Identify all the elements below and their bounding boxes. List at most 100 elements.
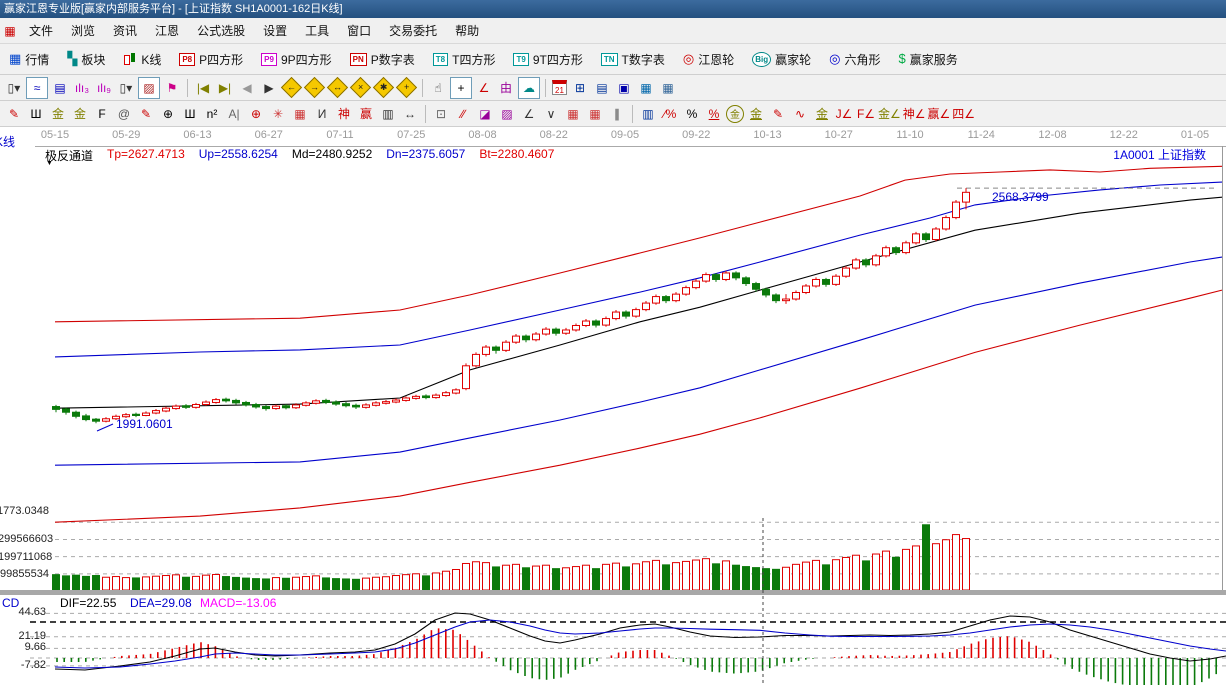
macd-pane-label[interactable]: CD xyxy=(2,596,20,610)
p-table-button[interactable]: PN P数字表 xyxy=(341,51,424,68)
si-angle-icon[interactable]: 四∠ xyxy=(952,107,976,121)
shen-angle-icon[interactable]: 神∠ xyxy=(902,107,926,121)
bars-9-icon[interactable]: ılı₉ xyxy=(96,80,112,95)
percent-icon[interactable]: % xyxy=(686,106,698,121)
candle-style-combo[interactable]: ▯▾ xyxy=(119,80,133,95)
network-icon[interactable]: ▦ xyxy=(640,80,652,95)
menu-item-7[interactable]: 工具 xyxy=(305,24,330,38)
angle-measure-icon[interactable]: ∠ xyxy=(478,80,490,95)
p9-square-button[interactable]: P9 9P四方形 xyxy=(252,51,340,68)
a-mirror-icon[interactable]: A| xyxy=(228,106,240,121)
calculator-icon[interactable]: ⊞ xyxy=(574,80,586,95)
ruler-icon[interactable]: ▥ xyxy=(382,106,394,121)
percent-level-icon[interactable]: % xyxy=(708,106,720,121)
pen3-icon[interactable]: ✎ xyxy=(772,106,784,121)
box-square-icon[interactable]: ⊡ xyxy=(435,106,447,121)
menu-item-6[interactable]: 设置 xyxy=(263,24,288,38)
menu-item-10[interactable]: 帮助 xyxy=(455,24,480,38)
workstation-icon[interactable]: ▦ xyxy=(662,80,674,95)
gann-shape-icon[interactable]: 由 xyxy=(499,81,512,95)
pen-rocket-icon[interactable]: ✎ xyxy=(140,106,152,121)
menu-item-8[interactable]: 窗口 xyxy=(347,24,372,38)
gann-wheel-button[interactable]: ◎ 江恩轮 xyxy=(674,51,743,68)
indicator-dropdown-icon[interactable]: ▼ xyxy=(46,160,53,167)
diamond-right-icon[interactable]: → xyxy=(303,76,326,99)
t-table-button[interactable]: TN T数字表 xyxy=(592,51,674,68)
kline-button[interactable]: K线 xyxy=(114,51,170,68)
gold-line-icon[interactable]: 金 xyxy=(749,107,762,121)
notes-icon[interactable]: ▤ xyxy=(596,80,608,95)
gold-comb-icon[interactable]: 金 xyxy=(51,107,64,121)
p-square-button[interactable]: P8 P四方形 xyxy=(170,51,252,68)
draw-pen-icon[interactable]: ✎ xyxy=(8,106,20,121)
save-icon[interactable]: ▣ xyxy=(618,80,630,95)
pane-label-kline[interactable]: K线 xyxy=(0,135,16,149)
prev-bar-icon[interactable]: ◀ xyxy=(242,80,252,95)
wave-icon[interactable]: ∿ xyxy=(794,106,806,121)
f-angle-icon[interactable]: F∠ xyxy=(856,106,876,121)
angle-fan-icon[interactable]: ∠ xyxy=(523,106,535,121)
bars-3-icon[interactable]: ılı₃ xyxy=(74,80,90,95)
n2-icon[interactable]: n² xyxy=(206,106,218,121)
diamond-plus-icon[interactable]: + xyxy=(395,76,418,99)
menu-item-9[interactable]: 交易委托 xyxy=(389,24,438,38)
v-wave-icon[interactable]: ∨ xyxy=(546,106,556,121)
menu-item-1[interactable]: 文件 xyxy=(29,24,54,38)
menu-item-4[interactable]: 江恩 xyxy=(155,24,180,38)
gold-angle-icon[interactable]: 金∠ xyxy=(878,107,901,121)
wave-cloud-icon[interactable]: ☁ xyxy=(518,76,540,99)
first-bar-icon[interactable]: |◀ xyxy=(196,80,210,95)
ying-box-icon[interactable]: 赢 xyxy=(359,107,372,121)
chart-canvas[interactable] xyxy=(0,127,1226,685)
zigzag-pattern-icon[interactable]: ≈ xyxy=(26,76,48,99)
hexagon-button[interactable]: ◎ 六角形 xyxy=(820,51,889,68)
gold-circle-icon[interactable]: 金 xyxy=(726,104,744,123)
target-icon[interactable]: ⊕ xyxy=(250,106,262,121)
gold-comb2-icon[interactable]: 金 xyxy=(73,107,86,121)
wheel-spokes-icon[interactable]: ✳ xyxy=(272,106,284,121)
comb2-icon[interactable]: Ш xyxy=(184,106,196,121)
last-bar-icon[interactable]: ▶| xyxy=(218,80,232,95)
fan-box-icon[interactable]: ◪ xyxy=(479,106,491,121)
menu-item-3[interactable]: 资讯 xyxy=(113,24,138,38)
percent-line-icon[interactable]: ∕% xyxy=(663,106,677,121)
diamond-star-icon[interactable]: ✱ xyxy=(372,76,395,99)
grid-arrow-icon[interactable]: ▦ xyxy=(589,106,601,121)
pattern-box-icon[interactable]: ▨ xyxy=(138,76,160,99)
grid-target-icon[interactable]: ▦ xyxy=(294,106,306,121)
volume-flag-icon[interactable]: ⚑ xyxy=(166,80,178,95)
winner-wheel-button[interactable]: Big 赢家轮 xyxy=(743,51,820,68)
quotes-button[interactable]: ▦ 行情 xyxy=(0,51,58,68)
gold-wave-icon[interactable]: 金 xyxy=(815,107,828,121)
menu-item-5[interactable]: 公式选股 xyxy=(197,24,246,38)
circle-comb-icon[interactable]: ⊕ xyxy=(162,106,174,121)
diamond-left-icon[interactable]: ← xyxy=(280,76,303,99)
crosshair-tool-icon[interactable]: + xyxy=(450,76,472,99)
k-marks-icon[interactable]: И xyxy=(317,106,327,121)
hand-tool-icon[interactable]: ☝ xyxy=(434,80,442,95)
grid-red-icon[interactable]: ▦ xyxy=(567,106,579,121)
titlebar[interactable]: 赢家江恩专业版[赢家内部服务平台] - [上证指数 SH1A0001-162日K… xyxy=(0,0,1226,18)
comb-icon[interactable]: Ш xyxy=(30,106,42,121)
j-angle-icon[interactable]: J∠ xyxy=(835,106,853,121)
chart-area[interactable]: 05-15 05-29 06-13 06-27 07-11 07-25 08-08 08-22… xyxy=(0,127,1226,685)
winner-service-button[interactable]: $ 赢家服务 xyxy=(889,51,966,68)
fan-lines-icon[interactable]: ∕∕ xyxy=(460,106,465,121)
spiral-icon[interactable]: @ xyxy=(117,106,131,121)
box-fan-icon[interactable]: ▨ xyxy=(501,106,513,121)
parallel-lines-icon[interactable]: ∥ xyxy=(614,106,620,121)
hist-compare-icon[interactable]: ▥ xyxy=(642,106,654,121)
t-square-button[interactable]: T8 T四方形 xyxy=(424,51,505,68)
indicator-name[interactable]: 极反通道 xyxy=(45,149,94,163)
width-measure-icon[interactable]: ↔ xyxy=(404,106,416,121)
ying-angle-icon[interactable]: 赢∠ xyxy=(927,107,951,121)
chart-type-combo[interactable]: ▯▾ xyxy=(7,80,21,95)
calendar-icon[interactable]: 21 xyxy=(552,80,567,95)
shen-comb-icon[interactable]: 神 xyxy=(337,107,350,121)
diamond-x-icon[interactable]: × xyxy=(349,76,372,99)
sectors-button[interactable]: ▚ 板块 xyxy=(58,51,114,68)
f-comb-icon[interactable]: F xyxy=(98,106,106,121)
next-bar-icon[interactable]: ▶ xyxy=(264,80,274,95)
menu-item-2[interactable]: 浏览 xyxy=(71,24,96,38)
t9-square-button[interactable]: T9 9T四方形 xyxy=(504,51,591,68)
